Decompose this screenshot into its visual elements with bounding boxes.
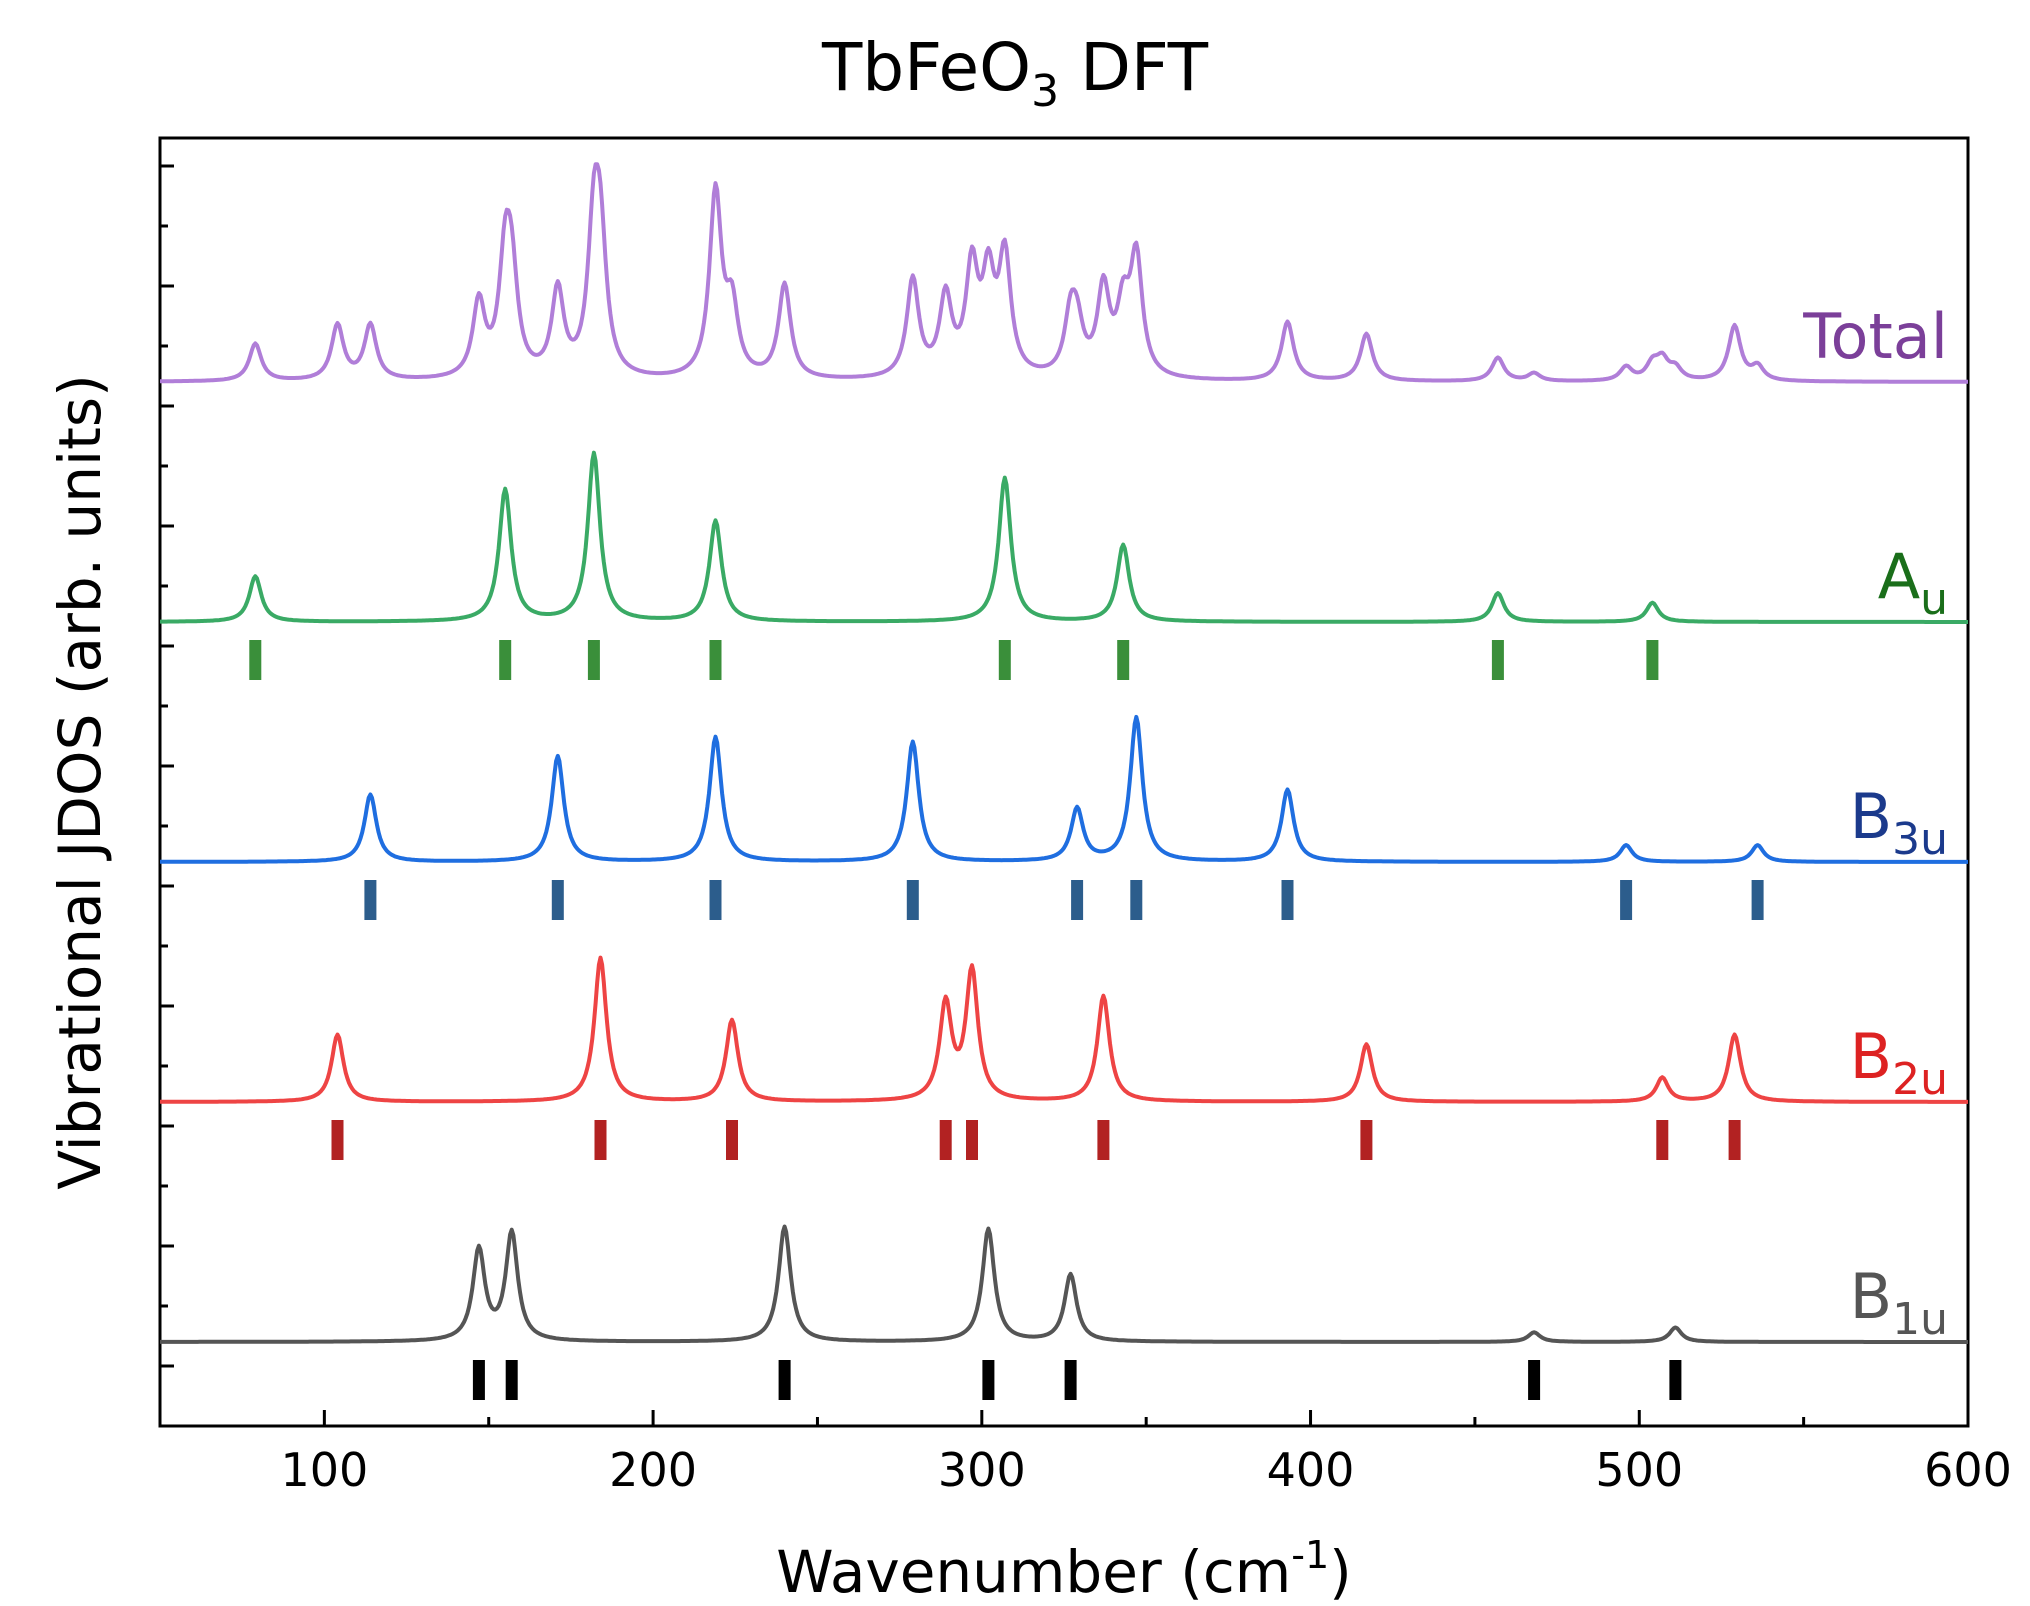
series-line-B1u	[159, 1224, 1969, 1344]
mode-marker-B3u	[1281, 880, 1294, 920]
mode-marker-B3u	[364, 880, 377, 920]
series-label-Total: Total	[1802, 300, 1948, 373]
mode-marker-B2u	[1656, 1120, 1669, 1160]
series-label-Au: Au	[1878, 540, 1948, 625]
mode-marker-B2u	[726, 1120, 738, 1160]
mode-marker-B2u	[966, 1120, 978, 1160]
mode-marker-B1u	[505, 1360, 518, 1400]
y-ticks	[160, 164, 174, 1368]
mode-marker-Au	[1117, 640, 1130, 680]
mode-marker-B3u	[1130, 880, 1143, 920]
series-label-B1u: B1u	[1850, 1260, 1948, 1345]
mode-marker-B2u	[1360, 1120, 1373, 1160]
mode-marker-B1u	[1528, 1360, 1541, 1400]
mode-marker-Au	[499, 640, 512, 680]
mode-marker-Au	[1491, 640, 1504, 680]
series-line-B2u	[159, 955, 1969, 1104]
series-label-main: A	[1878, 540, 1920, 613]
mode-marker-B3u	[906, 880, 919, 920]
mode-marker-B1u	[1064, 1360, 1077, 1400]
series-line-Total	[159, 162, 1969, 384]
x-tick-label-200: 200	[609, 1443, 697, 1497]
series-label-main: B	[1850, 780, 1893, 853]
series-label-B3u: B3u	[1850, 780, 1948, 865]
mode-marker-B2u	[331, 1120, 344, 1160]
series-label-main: B	[1850, 1260, 1893, 1333]
x-axis-label-suffix: )	[1329, 1538, 1352, 1606]
mode-marker-B3u	[1620, 880, 1633, 920]
series-label-main: Total	[1802, 300, 1948, 373]
x-axis-label: Wavenumber (cm-1)	[776, 1533, 1352, 1606]
x-tick-label-100: 100	[280, 1443, 368, 1497]
x-tick-label-300: 300	[938, 1443, 1026, 1497]
mode-marker-B3u	[709, 880, 722, 920]
series-label-B2u: B2u	[1850, 1020, 1948, 1105]
mode-marker-Au	[998, 640, 1011, 680]
mode-marker-Au	[249, 640, 262, 680]
x-axis-label-main: Wavenumber (cm	[776, 1538, 1291, 1606]
x-tick-label-400: 400	[1267, 1443, 1355, 1497]
chart-title-suffix: DFT	[1059, 29, 1209, 106]
mode-marker-B2u	[1728, 1120, 1741, 1160]
series-label-sub: u	[1920, 574, 1948, 625]
series-line-B3u	[159, 714, 1969, 864]
mode-marker-B2u	[1097, 1120, 1110, 1160]
series-label-sub: 3u	[1892, 814, 1948, 865]
series-line-Au	[159, 450, 1969, 624]
x-tick-label-500: 500	[1595, 1443, 1683, 1497]
mode-marker-Au	[1646, 640, 1659, 680]
mode-marker-B2u	[594, 1120, 607, 1160]
mode-marker-B3u	[551, 880, 564, 920]
chart-title-sub: 3	[1031, 66, 1059, 117]
chart-title: TbFeO3 DFT	[821, 29, 1209, 117]
mode-marker-B1u	[778, 1360, 791, 1400]
x-tick-label-600: 600	[1924, 1443, 2012, 1497]
x-axis-label-sup: -1	[1291, 1533, 1329, 1577]
mode-marker-B1u	[1669, 1360, 1682, 1400]
mode-marker-B1u	[982, 1360, 995, 1400]
mode-marker-B3u	[1751, 880, 1764, 920]
series-label-sub: 2u	[1892, 1054, 1948, 1105]
mode-marker-Au	[587, 640, 600, 680]
y-axis-label: Vibrational JDOS (arb. units)	[46, 374, 114, 1190]
series-label-main: B	[1850, 1020, 1893, 1093]
mode-marker-B1u	[472, 1360, 485, 1400]
mode-marker-B2u	[939, 1120, 952, 1160]
mode-marker-Au	[709, 640, 722, 680]
series-label-sub: 1u	[1892, 1294, 1948, 1345]
plot-frame	[158, 136, 1970, 1428]
x-ticks: 100 200 300 400 500 600	[158, 1410, 2012, 1497]
chart-title-main: TbFeO	[821, 29, 1031, 106]
mode-marker-B3u	[1071, 880, 1084, 920]
